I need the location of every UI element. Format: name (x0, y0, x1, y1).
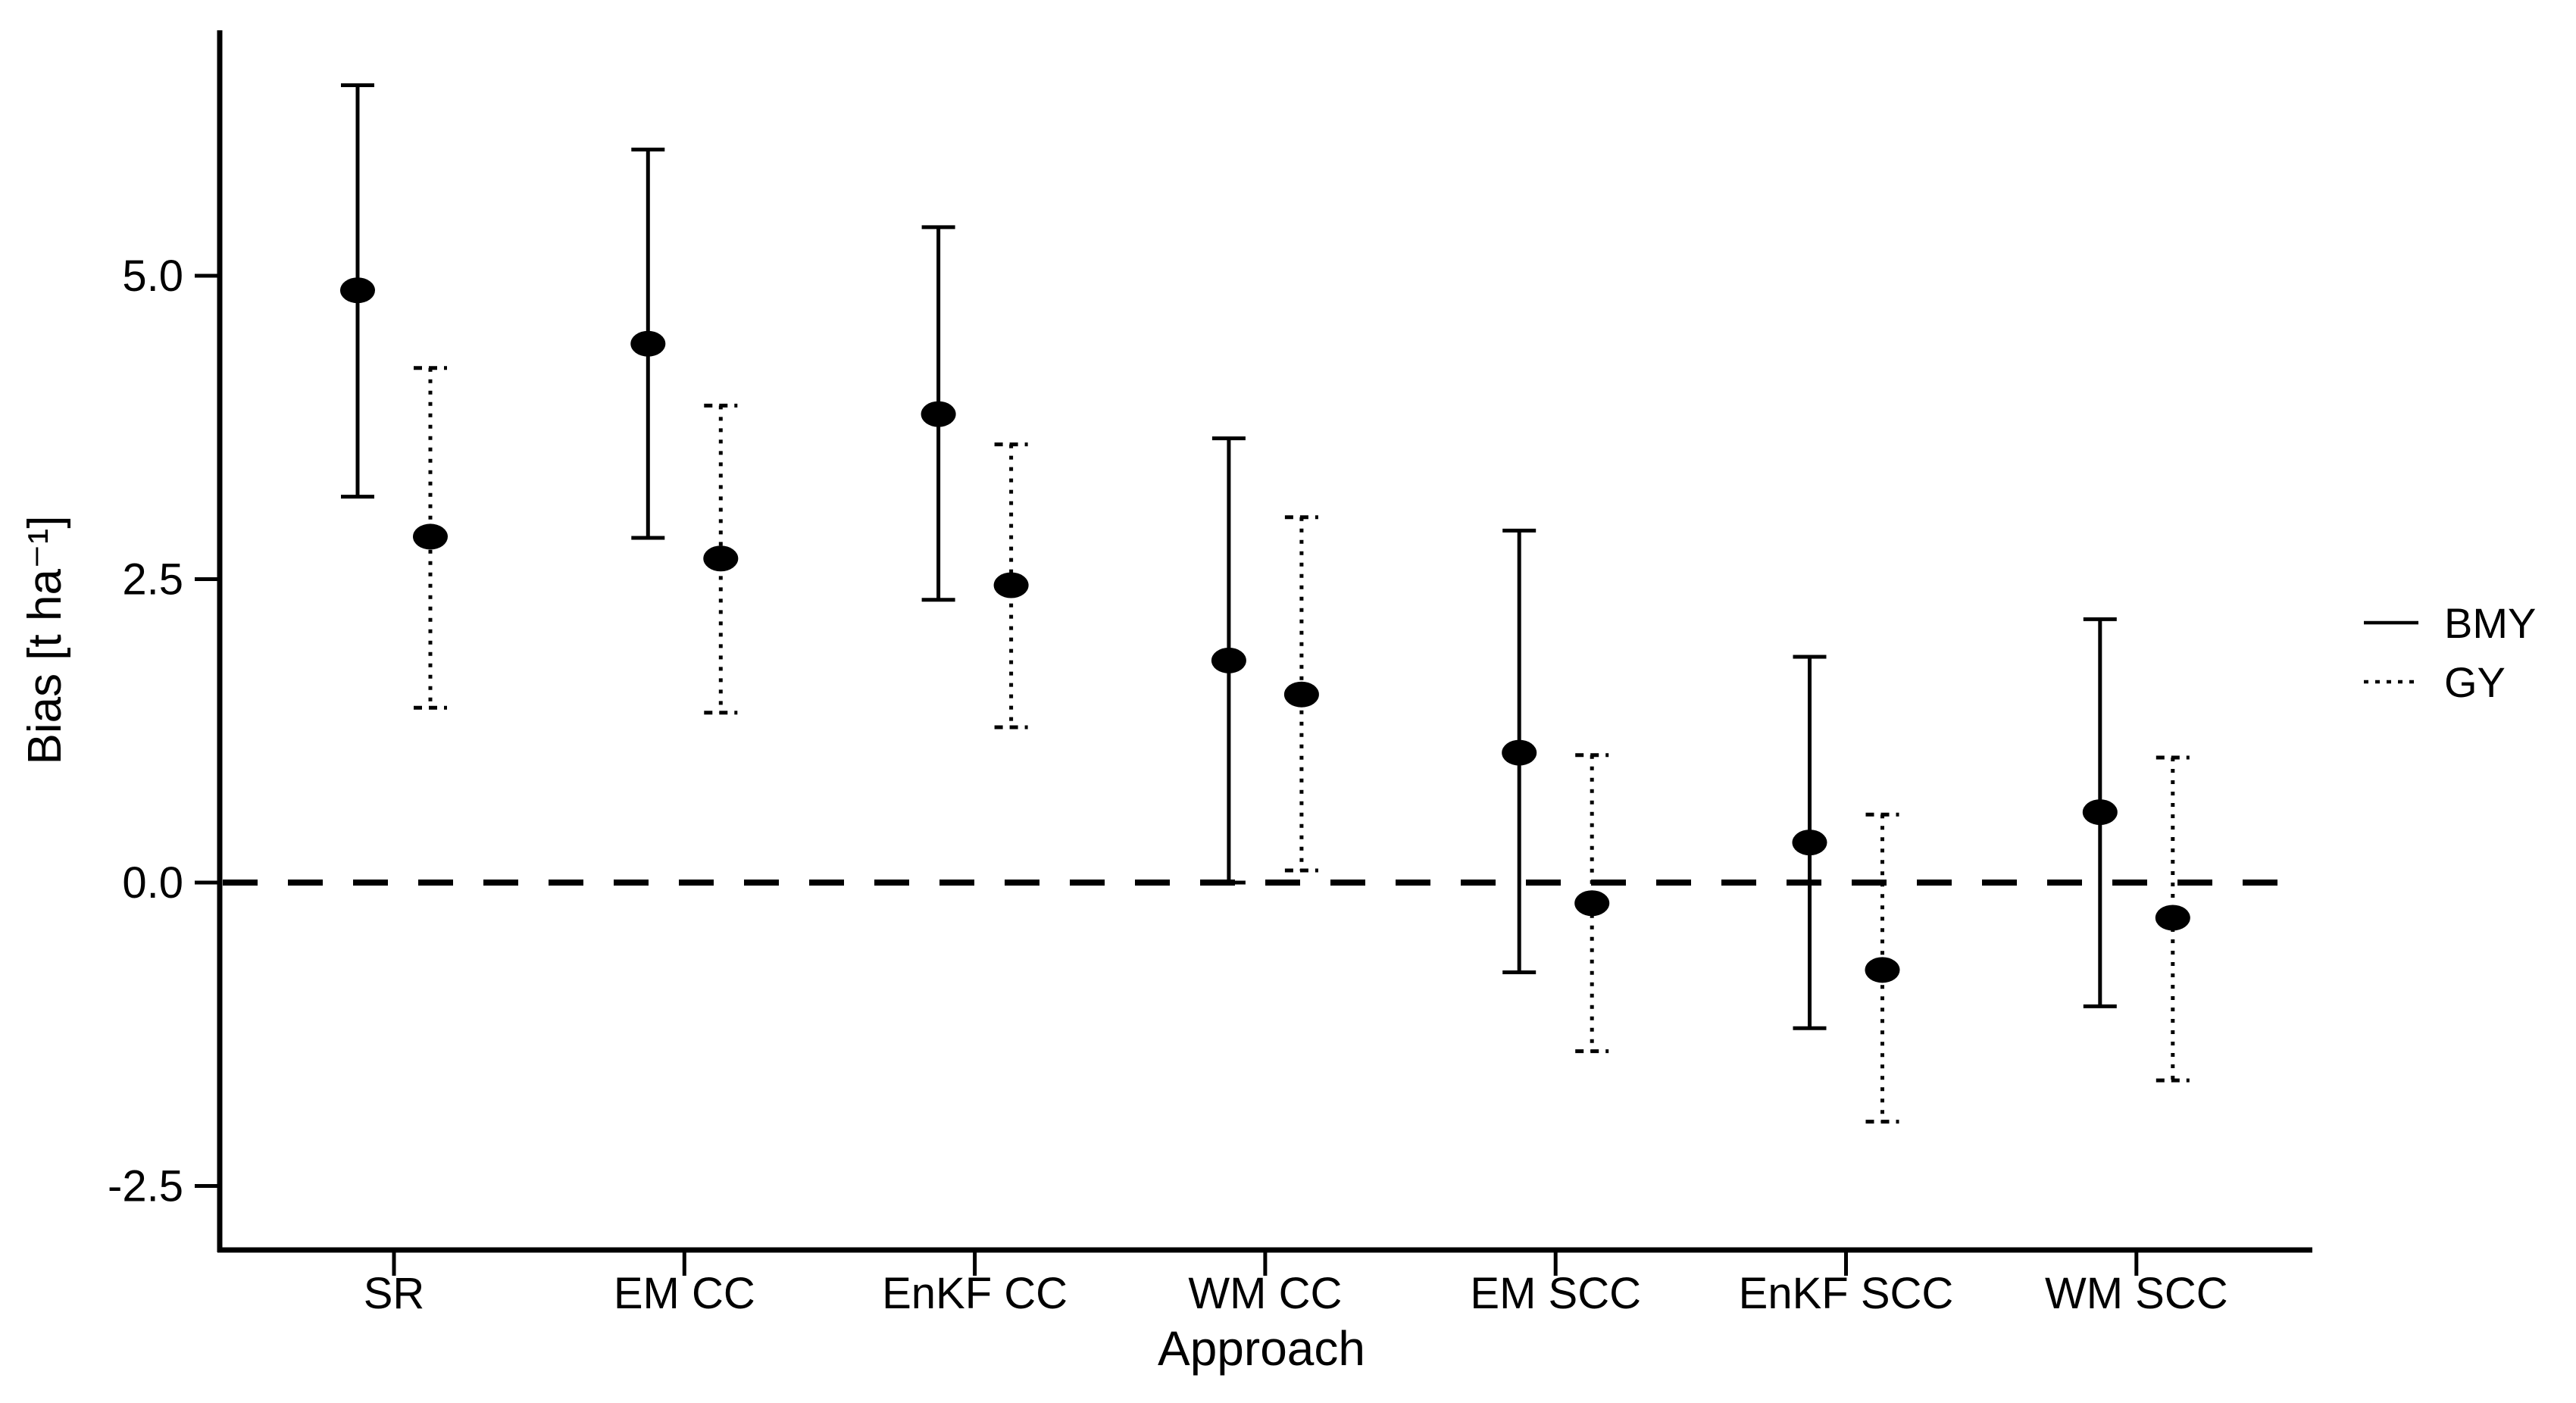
legend-label-bmy: BMY (2444, 599, 2536, 647)
x-tick-label-EM-SCC: EM SCC (1470, 1269, 1641, 1318)
x-tick-label-WM-SCC: WM SCC (2045, 1269, 2228, 1318)
y-tick-label: 2.5 (122, 555, 183, 605)
plot-area: 5.0 2.5 0.0 -2.5 SR EM CC EnKF CC WM CC EM SCC En… (108, 83, 2228, 1318)
point-BMY-EnKF-CC (921, 401, 956, 427)
legend-label-gy: GY (2444, 658, 2506, 706)
point-GY-WM-CC (1283, 681, 1319, 708)
point-BMY-WM-CC (1211, 647, 1246, 673)
point-BMY-EM-SCC (1502, 739, 1537, 766)
point-BMY-EM-CC (630, 330, 666, 357)
point-BMY-WM-SCC (2082, 799, 2118, 826)
x-axis-title: Approach (1158, 1321, 1365, 1376)
legend: BMY GY (2364, 599, 2536, 706)
x-tick-label-EnKF-CC: EnKF CC (882, 1269, 1068, 1318)
point-GY-EM-CC (703, 545, 739, 572)
point-GY-WM-SCC (2155, 905, 2190, 931)
point-GY-EM-SCC (1574, 890, 1610, 917)
x-tick-label-WM-CC: WM CC (1188, 1269, 1342, 1318)
point-BMY-SR (340, 277, 375, 304)
y-axis-title: Bias [t ha⁻¹] (19, 515, 71, 764)
point-GY-EnKF-SCC (1865, 957, 1900, 983)
point-GY-EnKF-CC (993, 572, 1029, 598)
y-tick-label: -2.5 (108, 1162, 183, 1211)
y-tick-label: 5.0 (122, 252, 183, 301)
point-GY-SR (413, 523, 448, 550)
x-tick-label-EM-CC: EM CC (614, 1269, 755, 1318)
y-tick-label: 0.0 (122, 858, 183, 908)
x-tick-label-SR: SR (364, 1269, 425, 1318)
point-BMY-EnKF-SCC (1792, 830, 1827, 856)
x-tick-label-EnKF-SCC: EnKF SCC (1739, 1269, 1954, 1318)
